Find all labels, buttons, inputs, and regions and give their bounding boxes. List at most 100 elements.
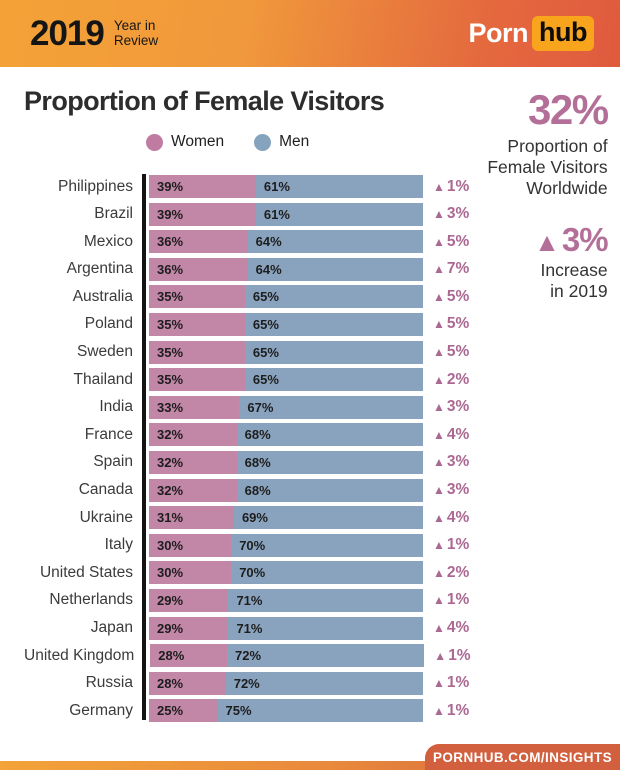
men-bar-segment: 65% xyxy=(244,285,423,309)
women-bar-segment: 28% xyxy=(150,644,228,668)
country-label: Brazil xyxy=(94,205,133,223)
chart-legend: Women Men xyxy=(146,133,471,151)
chart-row: Mexico 36% 64% ▲ 5% xyxy=(24,230,471,254)
men-bar-segment: 69% xyxy=(233,506,423,530)
country-label: Thailand xyxy=(73,370,133,388)
women-bar-segment: 29% xyxy=(149,588,229,612)
chart-row: Brazil 39% 61% ▲ 3% xyxy=(24,202,471,226)
change-indicator: ▲ 5% xyxy=(433,343,470,361)
change-indicator: ▲ 1% xyxy=(433,674,470,692)
chart-rows: Philippines 39% 61% ▲ 1% Brazil 39% 61% ▲ 3% Mexic… xyxy=(24,174,471,723)
up-triangle-icon: ▲ xyxy=(433,565,445,580)
stacked-bar: 35% 65% xyxy=(149,312,423,336)
men-percent-label: 70% xyxy=(239,537,266,553)
men-percent-label: 71% xyxy=(236,592,263,608)
change-indicator: ▲ 3% xyxy=(433,481,470,499)
men-percent-label: 69% xyxy=(241,510,268,526)
legend-label-men: Men xyxy=(279,133,310,150)
men-bar-segment: 68% xyxy=(236,450,423,474)
women-percent-label: 32% xyxy=(157,482,184,498)
women-percent-label: 29% xyxy=(157,592,184,608)
men-bar-segment: 64% xyxy=(247,230,423,254)
country-label: France xyxy=(84,425,133,443)
women-bar-segment: 33% xyxy=(149,395,240,419)
country-label: Russia xyxy=(85,674,133,692)
stacked-bar: 32% 68% xyxy=(149,423,423,447)
year-label: 2019 xyxy=(30,13,105,53)
men-bar-segment: 65% xyxy=(244,340,423,364)
women-bar-segment: 39% xyxy=(149,175,256,198)
country-label: India xyxy=(99,398,133,416)
women-bar-segment: 35% xyxy=(149,368,245,392)
women-percent-label: 29% xyxy=(157,620,184,636)
change-indicator: ▲ 3% xyxy=(433,453,470,471)
chart-row: Poland 35% 65% ▲ 5% xyxy=(24,312,471,336)
women-percent-label: 35% xyxy=(157,289,184,305)
women-percent-label: 35% xyxy=(157,344,184,360)
stacked-bar: 32% 68% xyxy=(149,478,423,502)
country-label: Argentina xyxy=(66,260,133,278)
chart-row: Germany 25% 75% ▲ 1% xyxy=(24,699,471,723)
worldwide-stat-value: 32% xyxy=(528,86,609,133)
country-label: Ukraine xyxy=(79,508,133,526)
stacked-bar: 28% 72% xyxy=(149,671,423,695)
country-label: Canada xyxy=(78,481,133,499)
women-bar-segment: 32% xyxy=(149,450,237,474)
stats-sidebar: 32% Proportion of Female Visitors Worldw… xyxy=(471,67,620,727)
main-content: Proportion of Female Visitors Women Men … xyxy=(0,67,620,727)
country-label: Australia xyxy=(72,287,133,305)
footer-gradient-strip xyxy=(0,761,620,770)
legend-item-men: Men xyxy=(254,133,309,151)
country-label: Japan xyxy=(90,619,133,636)
up-triangle-icon: ▲ xyxy=(433,427,445,442)
country-label: Philippines xyxy=(58,177,133,195)
men-percent-label: 61% xyxy=(263,206,290,222)
up-triangle-icon: ▲ xyxy=(433,289,445,304)
change-indicator: ▲ 5% xyxy=(433,232,470,250)
footer-link[interactable]: PORNHUB.COM/INSIGHTS xyxy=(425,744,620,770)
women-bar-segment: 29% xyxy=(149,616,229,640)
up-triangle-icon: ▲ xyxy=(433,455,445,470)
women-bar-segment: 30% xyxy=(149,561,232,585)
men-percent-label: 64% xyxy=(255,261,282,277)
men-percent-label: 67% xyxy=(247,399,274,415)
men-percent-label: 64% xyxy=(255,234,282,250)
men-bar-segment: 75% xyxy=(217,699,423,723)
men-color-dot-icon xyxy=(254,133,272,151)
stacked-bar: 32% 68% xyxy=(149,450,423,474)
men-bar-segment: 72% xyxy=(225,671,423,695)
chart-row: France 32% 68% ▲ 4% xyxy=(24,423,471,447)
stacked-bar: 30% 70% xyxy=(149,533,423,557)
country-label: Sweden xyxy=(76,343,133,361)
up-triangle-icon: ▲ xyxy=(433,593,445,608)
women-percent-label: 30% xyxy=(157,565,184,581)
country-label: Poland xyxy=(84,315,133,333)
women-bar-segment: 31% xyxy=(149,506,234,530)
country-label: Spain xyxy=(93,453,133,471)
change-indicator: ▲ 2% xyxy=(433,563,470,581)
legend-item-women: Women xyxy=(146,133,224,151)
men-percent-label: 72% xyxy=(235,648,262,664)
men-percent-label: 65% xyxy=(252,344,279,360)
chart-row: United States 30% 70% ▲ 2% xyxy=(24,561,471,585)
women-bar-segment: 32% xyxy=(149,423,237,447)
up-triangle-icon: ▲ xyxy=(433,400,445,415)
women-percent-label: 36% xyxy=(157,261,184,277)
chart-row: Italy 30% 70% ▲ 1% xyxy=(24,533,471,557)
country-label: Mexico xyxy=(83,232,133,250)
women-percent-label: 39% xyxy=(157,206,184,222)
stacked-bar: 25% 75% xyxy=(149,699,423,723)
up-triangle-icon: ▲ xyxy=(433,510,445,525)
stacked-bar: 39% 61% xyxy=(149,202,423,226)
chart-row: United Kingdom 28% 72% ▲ 1% xyxy=(24,644,471,668)
up-triangle-icon: ▲ xyxy=(433,372,445,387)
chart-row: India 33% 67% ▲ 3% xyxy=(24,395,471,419)
men-bar-segment: 71% xyxy=(228,616,423,640)
men-bar-segment: 61% xyxy=(255,175,423,198)
stacked-bar: 35% 65% xyxy=(149,285,423,309)
chart-row: Argentina 36% 64% ▲ 7% xyxy=(24,257,471,281)
pornhub-logo: Porn hub xyxy=(469,16,594,51)
chart-row: Thailand 35% 65% ▲ 2% xyxy=(24,368,471,392)
change-indicator: ▲ 7% xyxy=(433,260,470,278)
